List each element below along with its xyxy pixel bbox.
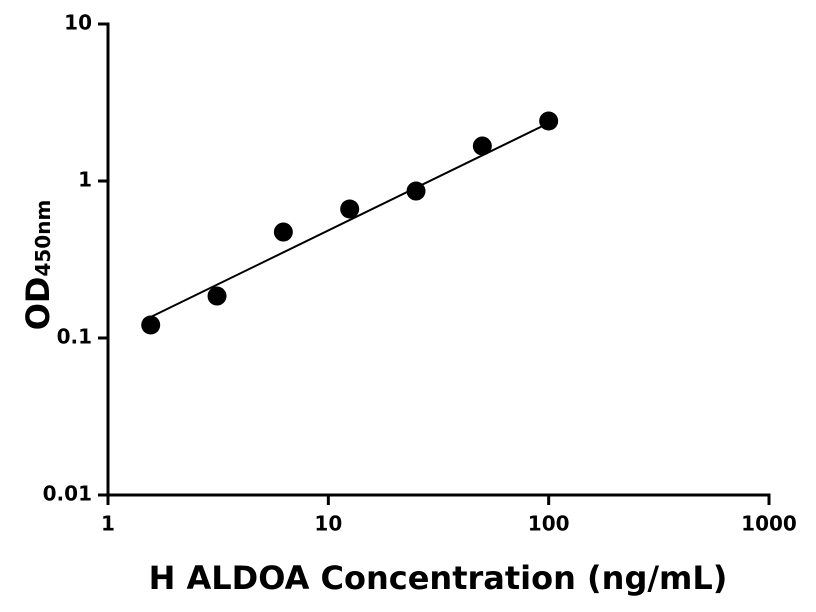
data-point [207, 286, 227, 306]
data-point [340, 199, 360, 219]
data-point [406, 181, 426, 201]
data-point [273, 222, 293, 242]
x-axis-label: H ALDOA Concentration (ng/mL) [149, 559, 728, 597]
y-tick-label: 0.1 [57, 325, 92, 349]
x-tick-label: 1000 [741, 512, 797, 536]
x-tick-label: 10 [314, 512, 342, 536]
x-tick-label: 1 [101, 512, 115, 536]
y-axis-label-main: OD [19, 277, 57, 331]
data-point [539, 111, 559, 131]
y-axis-label-sub: 450nm [31, 200, 55, 277]
x-tick-label: 100 [528, 512, 570, 536]
data-point [141, 315, 161, 335]
y-axis-label: OD450nm [19, 200, 57, 331]
y-tick-label: 1 [78, 168, 92, 192]
y-tick-label: 0.01 [43, 482, 92, 506]
data-point [472, 136, 492, 156]
y-tick-label: 10 [64, 11, 92, 35]
